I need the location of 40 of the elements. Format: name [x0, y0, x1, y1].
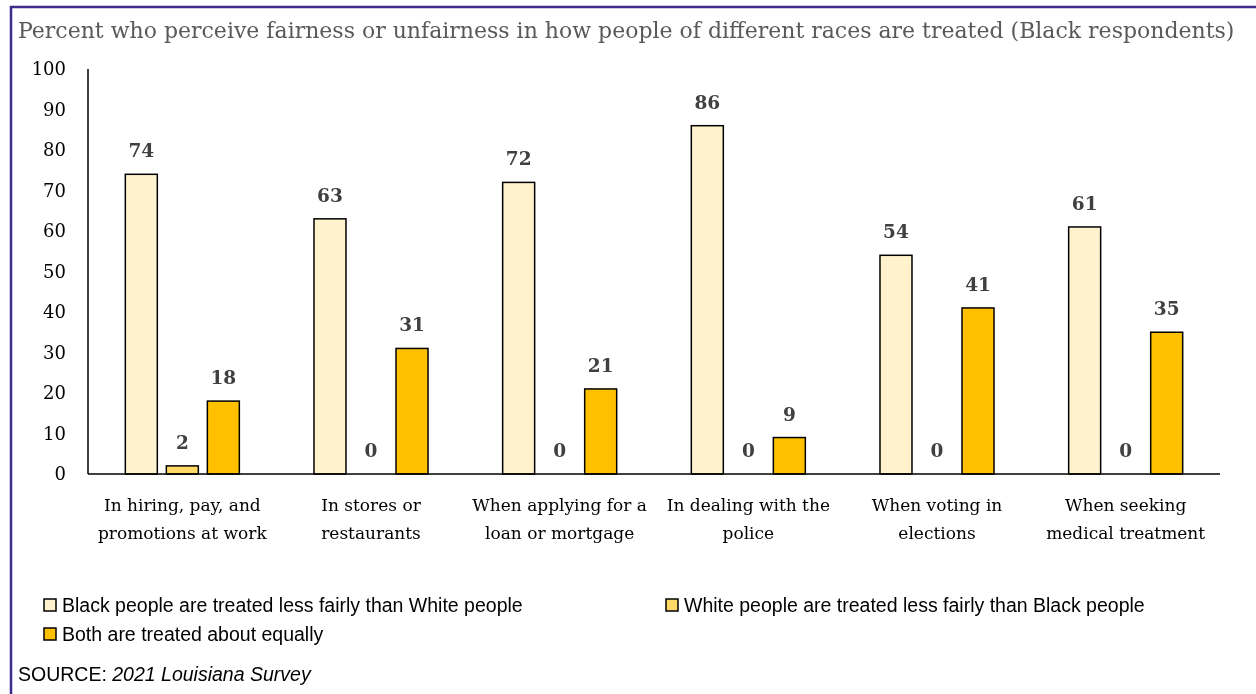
- data-label: 0: [1119, 440, 1133, 461]
- y-tick-label: 70: [43, 179, 66, 201]
- legend-label: Black people are treated less fairly than White people: [62, 593, 523, 616]
- x-tick-label: In stores or restaurants: [321, 495, 422, 543]
- y-tick-label: 100: [31, 58, 66, 80]
- data-label: 9: [782, 403, 796, 425]
- x-tick-label: In hiring, pay, and promotions at work: [97, 495, 268, 543]
- y-tick-label: 50: [43, 260, 66, 282]
- y-tick-label: 20: [43, 382, 66, 404]
- y-tick-label: 0: [54, 463, 66, 485]
- y-tick-label: 10: [43, 422, 66, 444]
- y-tick-label: 90: [43, 98, 66, 120]
- x-tick-label: When seeking medical treatment: [1046, 495, 1206, 543]
- data-label: 18: [210, 367, 237, 389]
- x-tick-label: In dealing with the police: [666, 495, 830, 543]
- data-label: 63: [317, 184, 343, 206]
- data-label: 86: [694, 91, 721, 113]
- x-tick-label: When applying for a loan or mortgage: [472, 495, 647, 543]
- chart-title: Percent who perceive fairness or unfairness in how people of different races are treated (Black respondents): [18, 18, 1235, 43]
- data-label: 0: [930, 440, 944, 461]
- data-label: 72: [505, 148, 532, 170]
- data-label: 31: [399, 314, 425, 336]
- data-label: 0: [553, 440, 567, 461]
- data-label: 61: [1071, 192, 1098, 214]
- data-label: 2: [175, 431, 189, 453]
- data-label: 41: [965, 273, 991, 295]
- data-label: 74: [128, 140, 155, 162]
- data-label: 0: [741, 440, 755, 461]
- data-label: 0: [364, 440, 378, 461]
- legend-label: White people are treated less fairly than Black people: [684, 593, 1145, 616]
- legend-label: Both are treated about equally: [62, 622, 324, 645]
- source-note: SOURCE: 2021 Louisiana Survey: [18, 662, 312, 685]
- data-label: 54: [883, 221, 909, 243]
- x-tick-label: When voting in elections: [871, 495, 1003, 543]
- data-label: 35: [1153, 298, 1180, 320]
- y-tick-label: 60: [43, 220, 66, 242]
- data-label: 21: [587, 354, 614, 376]
- y-tick-label: 30: [43, 341, 66, 363]
- y-tick-label: 80: [43, 139, 66, 161]
- y-tick-label: 40: [43, 301, 66, 323]
